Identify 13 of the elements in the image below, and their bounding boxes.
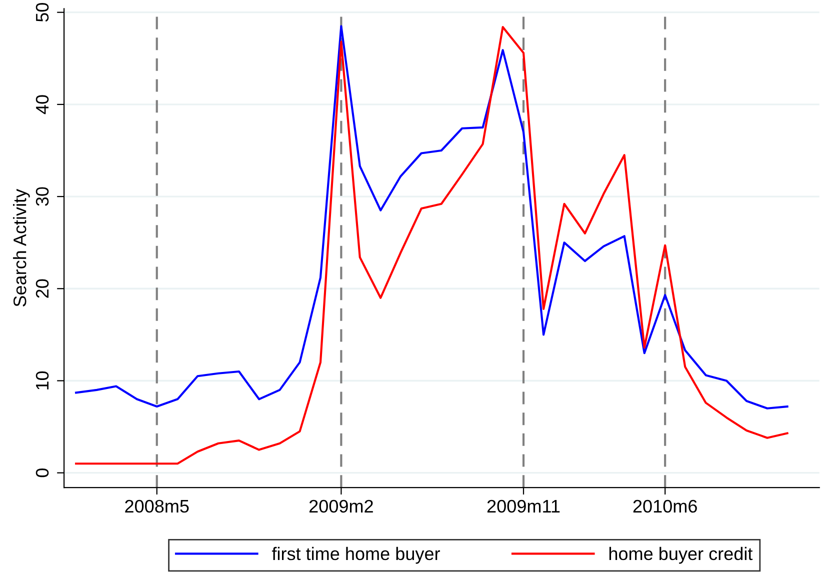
x-tick-label: 2009m2 <box>309 500 373 513</box>
y-tick-label: 0 <box>36 468 49 478</box>
x-tick-label: 2008m5 <box>125 500 189 513</box>
x-tick-label: 2010m6 <box>633 500 697 513</box>
y-tick-label: 50 <box>36 3 49 22</box>
y-tick-label: 30 <box>36 187 49 206</box>
legend-label: home buyer credit <box>609 546 753 564</box>
x-tick-label: 2009m11 <box>487 500 560 513</box>
y-tick-label: 10 <box>36 371 49 390</box>
y-axis-title: Search Activity <box>13 188 30 306</box>
legend-label: first time home buyer <box>272 546 440 564</box>
y-tick-label: 40 <box>36 95 49 114</box>
y-tick-label: 20 <box>36 279 49 298</box>
